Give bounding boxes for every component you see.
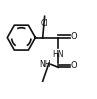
Text: Cl: Cl (41, 19, 48, 28)
Text: O: O (71, 32, 77, 41)
Text: NH: NH (39, 60, 50, 69)
Text: O: O (71, 61, 77, 70)
Text: HN: HN (52, 50, 64, 59)
